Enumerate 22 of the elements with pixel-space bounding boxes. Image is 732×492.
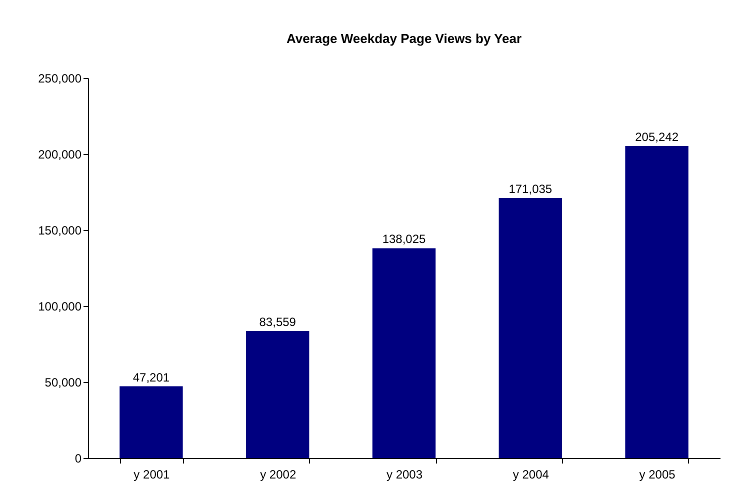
data-label: 83,559 — [259, 314, 296, 329]
x-tick-label: y 2004 — [512, 468, 550, 482]
x-tick-label: y 2003 — [386, 468, 423, 482]
x-tick-label: y 2005 — [639, 468, 676, 482]
bar — [372, 248, 436, 458]
x-tick-label: y 2002 — [260, 468, 296, 482]
y-tick-label: 150,000 — [38, 224, 82, 238]
y-tick-label: 0 — [74, 452, 82, 466]
y-tick-label: 50,000 — [44, 376, 82, 390]
chart-title: Average Weekday Page Views by Year — [286, 31, 522, 46]
bar — [120, 386, 183, 458]
data-label: 171,035 — [508, 182, 552, 196]
x-tick-label: y 2001 — [134, 468, 170, 482]
bar — [246, 330, 310, 458]
data-label: 205,242 — [635, 130, 679, 144]
bar — [498, 198, 562, 458]
bar — [625, 146, 688, 458]
y-tick-label: 200,000 — [38, 148, 82, 162]
data-label: 138,025 — [382, 232, 426, 246]
data-label: 47,201 — [132, 370, 170, 384]
y-tick-label: 100,000 — [38, 300, 82, 314]
y-tick-label: 250,000 — [38, 72, 82, 86]
